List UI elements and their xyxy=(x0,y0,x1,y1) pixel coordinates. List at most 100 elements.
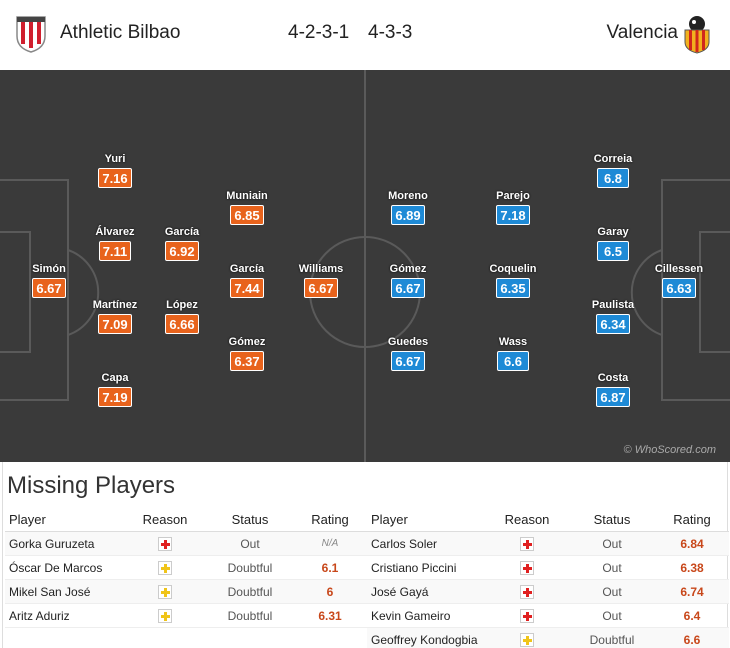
rating-cell: 6.74 xyxy=(680,585,704,599)
player-name: Simón xyxy=(32,263,66,275)
player-rating: 6.85 xyxy=(230,205,264,225)
player-name: Martínez xyxy=(92,299,138,311)
player-home-yuri[interactable]: Yuri 7.16 xyxy=(80,153,150,188)
reason-cell xyxy=(487,556,567,579)
player-rating: 7.18 xyxy=(496,205,530,225)
player-name: Williams xyxy=(298,263,344,275)
player-rating: 6.89 xyxy=(391,205,425,225)
missing-player-name[interactable]: Cristiano Piccini xyxy=(371,561,457,575)
player-name: Wass xyxy=(498,336,528,348)
player-away-costa[interactable]: Costa 6.87 xyxy=(578,372,648,407)
player-away-garay[interactable]: Garay 6.5 xyxy=(578,226,648,261)
injury-icon xyxy=(158,536,172,551)
reason-cell xyxy=(487,604,567,627)
player-home-garcia-def[interactable]: García 6.92 xyxy=(147,226,217,261)
player-name: Coquelin xyxy=(489,263,537,275)
player-home-williams[interactable]: Williams 6.67 xyxy=(286,263,356,298)
player-away-moreno[interactable]: Moreno 6.89 xyxy=(373,190,443,225)
player-home-capa[interactable]: Capa 7.19 xyxy=(80,372,150,407)
player-rating: 6.6 xyxy=(497,351,529,371)
rating-cell: 6.1 xyxy=(321,561,339,575)
player-name: Cillessen xyxy=(654,263,704,275)
col-rating: Rating xyxy=(673,512,711,527)
missing-players-panel: Missing Players Player Reason Status Rat… xyxy=(2,462,729,648)
player-away-paulista[interactable]: Paulista 6.34 xyxy=(578,299,648,334)
player-rating: 6.67 xyxy=(391,278,425,298)
missing-player-name[interactable]: Gorka Guruzeta xyxy=(9,537,95,551)
player-home-gomez[interactable]: Gómez 6.37 xyxy=(212,336,282,371)
table-row: Gorka Guruzeta Out N/A xyxy=(5,532,367,556)
player-away-guedes[interactable]: Guedes 6.67 xyxy=(373,336,443,371)
player-name: Moreno xyxy=(388,190,428,202)
player-home-muniain[interactable]: Muniain 6.85 xyxy=(212,190,282,225)
player-home-garcia-mid[interactable]: García 7.44 xyxy=(212,263,282,298)
home-team-name[interactable]: Athletic Bilbao xyxy=(60,22,181,43)
col-rating: Rating xyxy=(311,512,349,527)
away-missing-table: Player Reason Status Rating Carlos Soler… xyxy=(367,508,729,648)
status-cell: Out xyxy=(602,609,622,623)
player-rating: 6.92 xyxy=(165,241,199,261)
status-cell: Doubtful xyxy=(227,585,273,599)
injury-icon xyxy=(520,608,534,623)
player-home-lopez[interactable]: López 6.66 xyxy=(147,299,217,334)
rating-cell: 6 xyxy=(326,585,334,599)
athletic-bilbao-crest-icon[interactable] xyxy=(14,14,48,54)
player-away-cillessen[interactable]: Cillessen 6.63 xyxy=(644,263,714,298)
player-away-parejo[interactable]: Parejo 7.18 xyxy=(478,190,548,225)
player-name: Correia xyxy=(593,153,633,165)
player-rating: 6.67 xyxy=(391,351,425,371)
player-name: Gómez xyxy=(389,263,427,275)
rating-cell: 6.38 xyxy=(680,561,704,575)
table-row: Aritz Aduriz Doubtful 6.31 xyxy=(5,604,367,628)
missing-player-name[interactable]: Carlos Soler xyxy=(371,537,438,551)
missing-player-name[interactable]: Aritz Aduriz xyxy=(9,609,70,623)
missing-player-name[interactable]: Kevin Gameiro xyxy=(371,609,451,623)
player-name: Garay xyxy=(597,226,629,238)
missing-player-name[interactable]: Óscar De Marcos xyxy=(9,561,103,575)
player-rating: 6.87 xyxy=(596,387,630,407)
col-player: Player xyxy=(9,512,46,527)
player-name: García xyxy=(229,263,265,275)
doubtful-icon xyxy=(158,560,172,575)
away-team-name[interactable]: Valencia xyxy=(606,22,678,43)
reason-cell xyxy=(487,580,567,603)
valencia-crest-icon[interactable] xyxy=(680,14,714,54)
player-rating: 6.35 xyxy=(496,278,530,298)
table-header: Player Reason Status Rating xyxy=(5,508,367,532)
player-rating: 7.16 xyxy=(98,168,132,188)
player-away-gomez[interactable]: Gómez 6.67 xyxy=(373,263,443,298)
player-name: Guedes xyxy=(387,336,429,348)
player-home-martinez[interactable]: Martínez 7.09 xyxy=(80,299,150,334)
player-away-coquelin[interactable]: Coquelin 6.35 xyxy=(478,263,548,298)
player-name: Yuri xyxy=(104,153,126,165)
reason-cell xyxy=(487,532,567,555)
table-row: Carlos Soler Out 6.84 xyxy=(367,532,729,556)
status-cell: Doubtful xyxy=(227,561,273,575)
player-away-correia[interactable]: Correia 6.8 xyxy=(578,153,648,188)
missing-player-name[interactable]: José Gayá xyxy=(371,585,429,599)
player-name: García xyxy=(164,226,200,238)
injury-icon xyxy=(520,560,534,575)
missing-player-name[interactable]: Mikel San José xyxy=(9,585,91,599)
player-away-wass[interactable]: Wass 6.6 xyxy=(478,336,548,371)
col-reason: Reason xyxy=(142,511,188,527)
table-row: Kevin Gameiro Out 6.4 xyxy=(367,604,729,628)
player-rating: 7.19 xyxy=(98,387,132,407)
table-row: José Gayá Out 6.74 xyxy=(367,580,729,604)
player-rating: 6.67 xyxy=(304,278,338,298)
player-name: Muniain xyxy=(226,190,268,202)
reason-cell xyxy=(125,604,205,627)
injury-icon xyxy=(520,536,534,551)
player-rating: 6.67 xyxy=(32,278,66,298)
player-home-simon[interactable]: Simón 6.67 xyxy=(14,263,84,298)
missing-player-name[interactable]: Geoffrey Kondogbia xyxy=(371,633,478,647)
player-name: Capa xyxy=(101,372,129,384)
player-rating: 6.5 xyxy=(597,241,629,261)
status-cell: Doubtful xyxy=(227,609,273,623)
rating-cell: 6.4 xyxy=(683,609,701,623)
col-player: Player xyxy=(371,512,408,527)
player-name: López xyxy=(166,299,198,311)
doubtful-icon xyxy=(520,632,534,647)
player-home-alvarez[interactable]: Álvarez 7.11 xyxy=(80,226,150,261)
reason-cell xyxy=(125,532,205,555)
